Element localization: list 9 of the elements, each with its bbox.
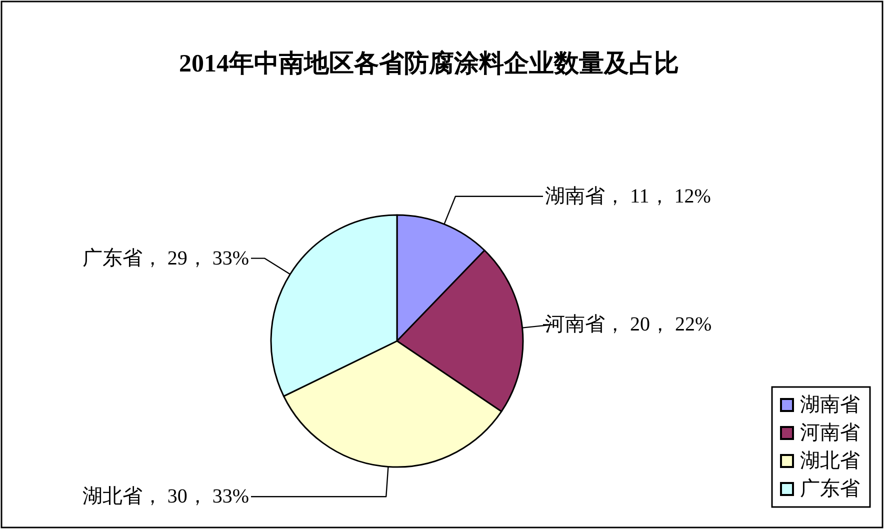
data-label: 河南省， 20， 22% — [545, 314, 712, 336]
data-label: 湖南省， 11， 12% — [545, 185, 711, 208]
legend-label: 湖南省 — [800, 394, 860, 416]
data-label: 湖北省， 30， 33% — [82, 486, 249, 508]
legend-label: 河南省 — [800, 422, 860, 444]
legend-label: 广东省 — [800, 478, 860, 500]
chart-title: 2014年中南地区各省防腐涂料企业数量及占比 — [179, 50, 679, 78]
data-label: 广东省， 29， 33% — [82, 247, 249, 270]
legend-label: 湖北省 — [800, 450, 860, 472]
